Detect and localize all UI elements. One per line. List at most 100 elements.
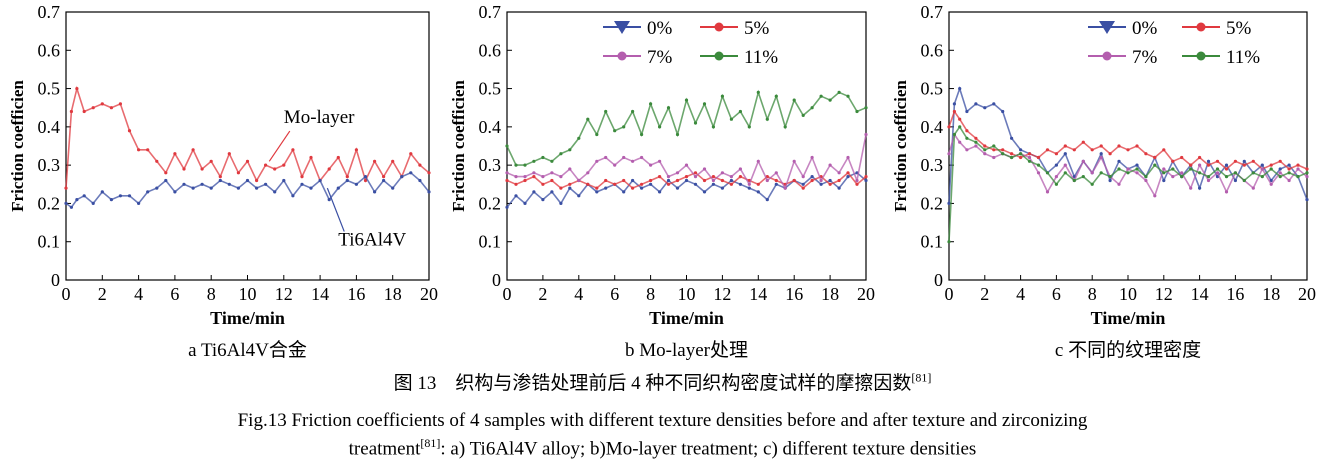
data-point [586,117,590,121]
data-point [273,167,277,171]
x-tick-label: 4 [134,284,143,304]
data-point [1045,148,1050,152]
data-point [1090,171,1094,175]
data-point [345,178,349,183]
data-point [952,109,957,114]
data-point [684,178,689,183]
data-point [983,106,987,110]
data-point [109,198,113,202]
x-tick-label: 8 [646,284,655,304]
data-point [327,167,331,171]
x-tick-label: 18 [1262,284,1280,304]
data-point [983,148,987,152]
data-point [675,186,680,190]
data-point [810,175,814,179]
x-tick-label: 6 [1052,284,1061,304]
data-point [532,159,536,163]
data-point [595,186,599,190]
data-point [418,178,422,183]
data-point [1010,136,1014,140]
data-point [1287,178,1291,183]
data-point [1144,152,1148,156]
data-point [586,182,590,186]
data-point [400,175,404,179]
data-point [255,186,259,190]
series-Mo-layer [64,85,431,190]
y-tick-label: 0.5 [479,79,502,99]
data-point [965,109,969,114]
data-point [864,106,868,110]
annotation-leader [268,130,291,162]
data-point [137,148,141,152]
legend-entry: 5% [700,18,770,39]
data-point [720,186,725,190]
data-point [1206,159,1211,163]
series-5% [947,109,1309,171]
data-point [846,155,850,160]
data-point [1108,178,1112,183]
data-point [1269,182,1273,186]
series-line [65,171,430,209]
data-point [137,201,141,205]
data-point [1036,155,1041,160]
data-point [1269,178,1273,183]
data-point [1215,159,1220,163]
data-point [828,163,832,167]
data-point [1287,171,1291,175]
data-point [631,178,635,183]
data-point [1171,167,1175,171]
legend-label: 5% [744,18,770,39]
data-point [828,182,832,186]
data-point [702,178,707,183]
data-point [336,155,340,160]
data-point [1036,171,1041,175]
data-point [765,198,769,202]
y-tick-label: 0.7 [479,2,502,22]
data-point [1215,171,1220,175]
data-point [1153,194,1157,198]
data-point [245,178,250,183]
data-point [550,190,554,194]
y-tick-label: 0.2 [38,193,61,213]
data-point [622,125,626,129]
data-point [1126,167,1130,171]
data-point [1242,163,1246,167]
data-point [236,171,240,175]
x-tick-label: 16 [1226,284,1244,304]
data-point [684,98,689,102]
series-7% [505,132,868,191]
data-point [952,132,957,137]
data-point [711,182,716,186]
data-point [541,175,545,179]
data-point [702,190,707,194]
data-point [354,148,358,152]
data-point [586,171,590,175]
data-point [1251,171,1255,175]
data-point [523,175,527,179]
data-point [146,190,150,194]
y-axis-label: Friction coefficien [8,80,27,212]
data-point [640,182,644,186]
annotation: Mo-layer [268,107,355,162]
data-point [1224,175,1229,179]
x-tick-label: 18 [821,284,839,304]
data-point [75,198,79,202]
data-point [1215,167,1220,171]
chart-panel-3: 0 0.1 0.2 0.3 0.4 0.5 0.6 0.7 0 2 4 6 8 10 12 14 16 18 20 T… [891,2,1316,361]
data-point [756,190,760,194]
series-11% [947,125,1309,244]
data-point [658,125,662,129]
data-point [577,136,581,140]
data-point [164,171,168,175]
data-point [1099,171,1103,175]
data-point [282,178,286,183]
data-point [675,178,680,183]
data-point [118,102,122,106]
x-tick-label: 6 [170,284,179,304]
x-tick-label: 0 [945,284,954,304]
data-point [559,201,563,205]
data-point [649,182,653,186]
data-point [774,94,778,98]
legend-entry: 11% [700,47,778,68]
data-point [810,155,814,160]
